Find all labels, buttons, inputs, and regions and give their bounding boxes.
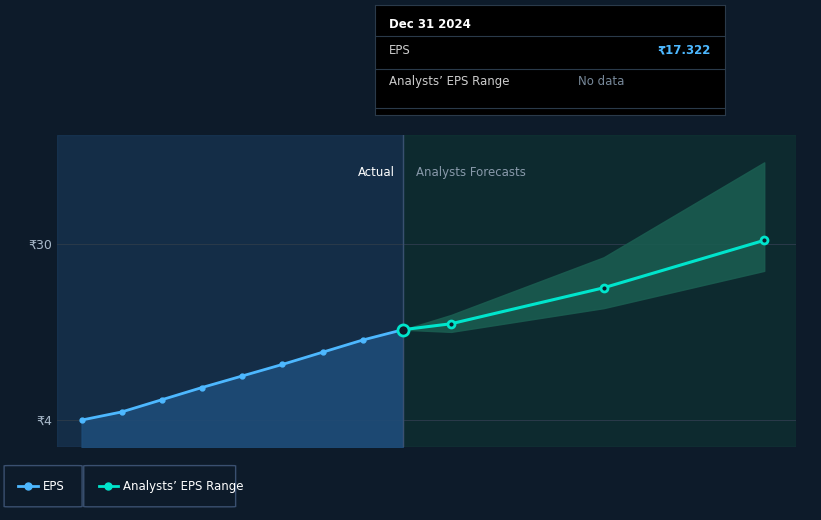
Text: EPS: EPS	[43, 479, 64, 493]
Text: ₹17.322: ₹17.322	[658, 44, 711, 57]
Text: Analysts’ EPS Range: Analysts’ EPS Range	[123, 479, 244, 493]
Bar	[403, 135, 796, 447]
FancyBboxPatch shape	[84, 465, 236, 507]
FancyBboxPatch shape	[4, 465, 82, 507]
Text: Analysts’ EPS Range: Analysts’ EPS Range	[389, 75, 510, 88]
Text: EPS: EPS	[389, 44, 410, 57]
Text: Dec 31 2024: Dec 31 2024	[389, 18, 471, 31]
Bar	[57, 135, 403, 447]
Text: No data: No data	[578, 75, 625, 88]
Text: Actual: Actual	[358, 166, 395, 179]
Text: Analysts Forecasts: Analysts Forecasts	[415, 166, 525, 179]
